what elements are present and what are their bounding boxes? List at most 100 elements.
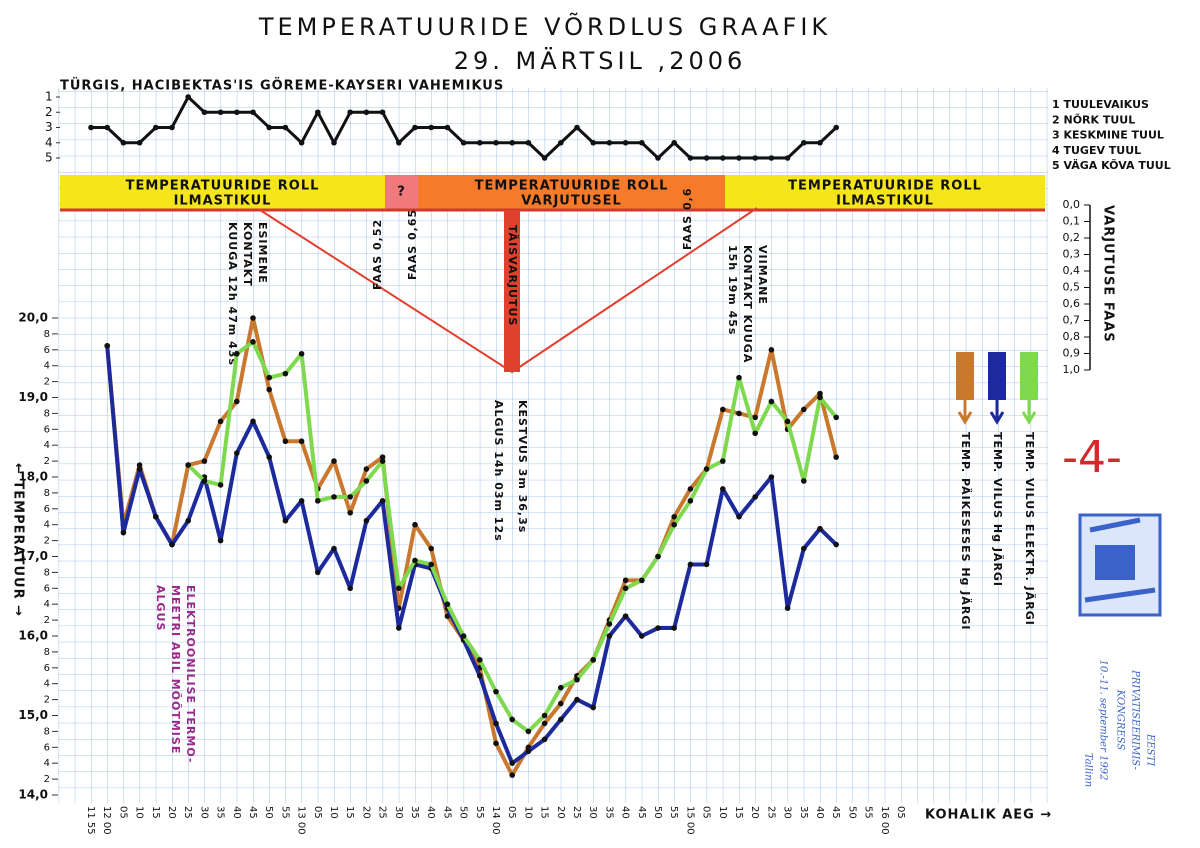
point: [120, 529, 127, 536]
point: [622, 139, 629, 146]
point: [622, 613, 629, 619]
band: [725, 175, 1045, 210]
legend-arrow: [957, 400, 973, 425]
stamp-text: EESTI: [1145, 733, 1156, 767]
stamp-text: Tallinn: [1083, 753, 1094, 787]
point: [185, 462, 191, 468]
annotation: KONTAKT: [241, 222, 254, 287]
point: [363, 478, 370, 484]
y-tick-label: 4: [44, 440, 50, 451]
point: [331, 494, 337, 500]
annotation: KESTVUS 3m 36,3s: [516, 400, 529, 533]
point: [639, 577, 645, 584]
point: [477, 657, 483, 663]
point: [509, 760, 515, 766]
x-tick-label: 55: [668, 806, 679, 819]
point: [558, 684, 564, 691]
point: [234, 109, 240, 116]
point: [833, 414, 839, 421]
y-tick-label: 20,0: [18, 311, 48, 325]
point: [671, 513, 677, 520]
x-tick-label: 35: [798, 806, 809, 819]
band: [60, 175, 385, 210]
y-tick-label: 6: [44, 345, 50, 356]
y-label: ← TEMPERATUUR →: [11, 463, 26, 617]
point: [671, 139, 677, 146]
x-tick-label: 15: [344, 806, 355, 819]
legend-swatch: [988, 352, 1006, 400]
point: [784, 605, 791, 611]
y-tick-label: 15,0: [18, 708, 48, 722]
point: [558, 716, 564, 723]
point: [525, 748, 532, 755]
y-tick-label: 19,0: [18, 390, 48, 404]
y-tick-label: 8: [44, 488, 50, 499]
point: [250, 315, 256, 321]
x-tick-label: 15 00: [684, 806, 695, 835]
point: [136, 462, 143, 468]
y-tick-label: 6: [44, 504, 50, 515]
y-tick-label: 4: [44, 758, 50, 769]
point: [298, 438, 305, 445]
stamp-icon: [1078, 513, 1162, 617]
x-tick-label: 40: [620, 806, 631, 819]
x-tick-label: 05: [312, 806, 323, 819]
point: [574, 696, 580, 703]
point: [541, 712, 548, 719]
wind-tick-label: 4: [45, 135, 53, 149]
point: [784, 418, 791, 425]
x-tick-label: 05: [117, 806, 128, 819]
y-tick-label: 4: [44, 361, 50, 372]
point: [622, 585, 629, 592]
point: [606, 139, 613, 146]
phase-tick-label: 0,0: [1063, 198, 1081, 211]
title: TEMPERATUURIDE VÕRDLUS GRAAFIK: [258, 11, 831, 41]
point: [541, 736, 548, 743]
point: [655, 155, 661, 161]
stamp-text: KONGRESS: [1115, 689, 1126, 751]
y-tick-label: 4: [44, 520, 50, 531]
x-tick-label: 30: [393, 806, 404, 819]
y-tick-label: 14,0: [18, 788, 48, 802]
band-label: ILMASTIKUL: [174, 194, 272, 209]
point: [509, 772, 515, 778]
x-tick-label: 12 00: [101, 806, 112, 835]
stamp-text: PRIVATISEERIMIS-: [1130, 669, 1141, 770]
point: [266, 374, 273, 381]
legend-label: TEMP. PÄIKESESES Hg JÄRGI: [959, 432, 973, 630]
y-tick-label: 17,0: [18, 549, 48, 563]
legend-label: TEMP. VILUS Hg JÄRGI: [991, 432, 1005, 587]
point: [817, 139, 823, 146]
point: [347, 494, 354, 500]
point: [574, 124, 580, 131]
band: [418, 175, 725, 210]
point: [509, 139, 515, 146]
wind-tick-label: 3: [45, 120, 53, 134]
point: [104, 343, 110, 349]
point: [201, 478, 208, 484]
point: [217, 418, 224, 425]
point: [282, 438, 289, 445]
point: [720, 406, 726, 413]
band-label: VARJUTUSEL: [521, 194, 622, 209]
point: [687, 155, 694, 161]
point: [363, 109, 370, 116]
x-tick-label: 30: [198, 806, 209, 819]
point: [558, 700, 564, 707]
point: [801, 478, 807, 484]
point: [671, 521, 677, 528]
y-tick-label: 8: [44, 408, 50, 419]
contact-lines: [259, 207, 758, 374]
phase-tick-label: 0,1: [1063, 215, 1081, 228]
point: [266, 454, 273, 460]
annotation: ALGUS: [154, 585, 167, 631]
point: [315, 569, 321, 576]
point: [428, 124, 435, 131]
point: [703, 155, 710, 161]
point: [655, 625, 661, 631]
x-tick-label: 20: [749, 806, 760, 819]
annotation: ESIMENE: [256, 222, 269, 284]
x-tick-label: 40: [814, 806, 825, 819]
y-tick-label: 4: [44, 599, 50, 610]
